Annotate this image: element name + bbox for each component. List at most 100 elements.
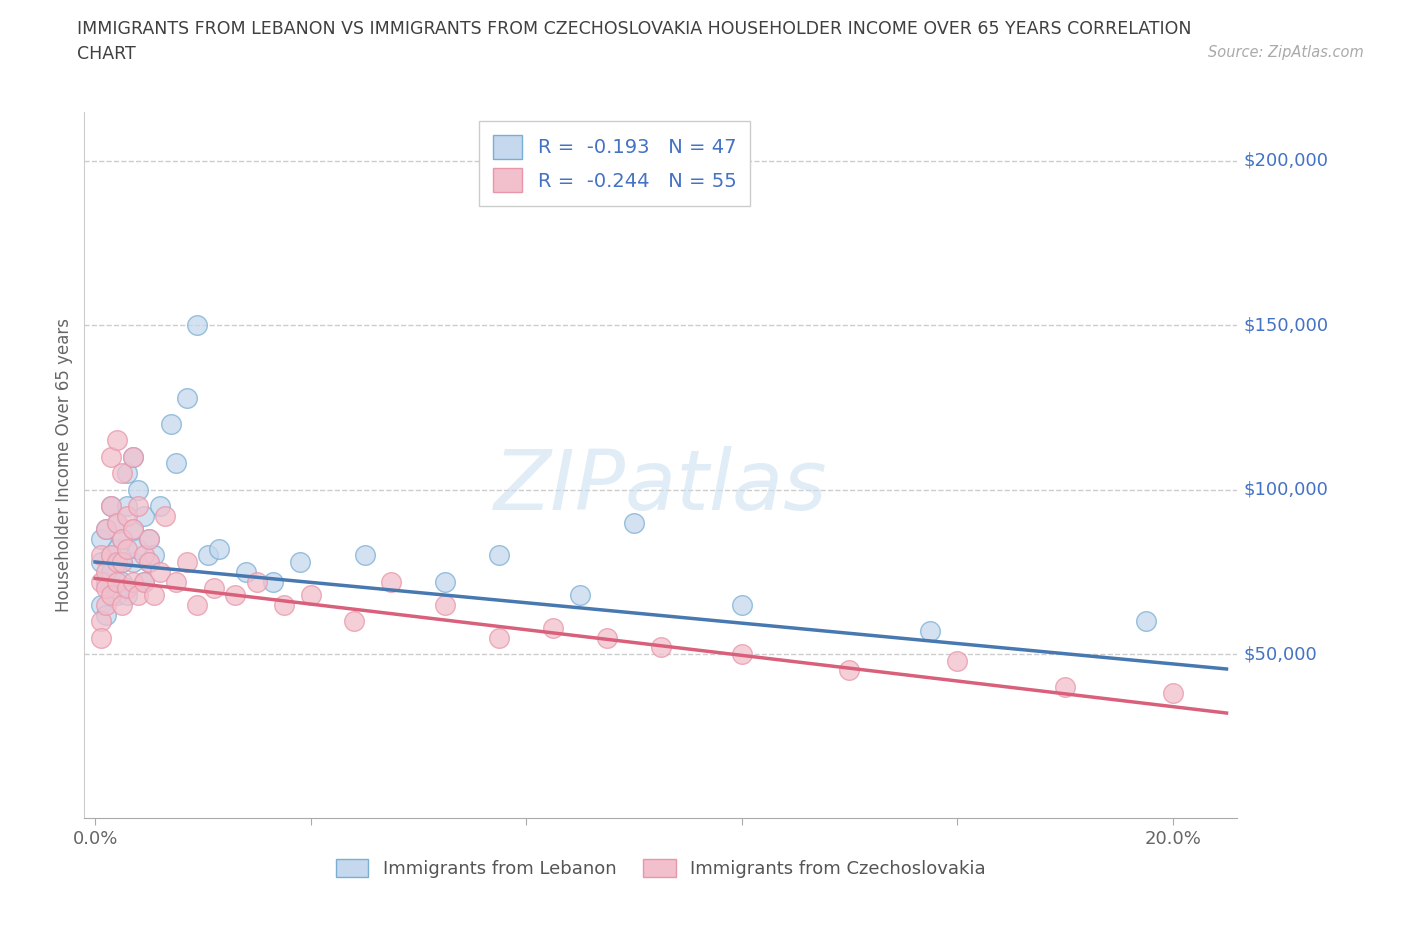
- Point: [100, 588, 122, 603]
- Point: [262, 574, 284, 589]
- Point: [117, 588, 139, 603]
- Point: [165, 456, 187, 471]
- Point: [111, 532, 134, 547]
- Point: [132, 574, 155, 589]
- Point: [105, 515, 128, 530]
- Point: [138, 532, 160, 547]
- Point: [434, 597, 457, 612]
- Point: [94, 607, 117, 622]
- Point: [117, 581, 139, 596]
- Point: [569, 588, 592, 603]
- Point: [623, 515, 645, 530]
- Point: [246, 574, 269, 589]
- Text: IMMIGRANTS FROM LEBANON VS IMMIGRANTS FROM CZECHOSLOVAKIA HOUSEHOLDER INCOME OVE: IMMIGRANTS FROM LEBANON VS IMMIGRANTS FR…: [77, 20, 1192, 38]
- Point: [488, 631, 510, 645]
- Point: [730, 597, 752, 612]
- Point: [1161, 686, 1184, 701]
- Text: ZIPatlas: ZIPatlas: [494, 445, 828, 526]
- Point: [121, 574, 143, 589]
- Point: [132, 509, 155, 524]
- Point: [100, 565, 122, 579]
- Point: [94, 581, 117, 596]
- Point: [94, 574, 117, 589]
- Point: [89, 614, 111, 629]
- Point: [94, 522, 117, 537]
- Text: CHART: CHART: [77, 45, 136, 62]
- Point: [100, 498, 122, 513]
- Text: Source: ZipAtlas.com: Source: ZipAtlas.com: [1208, 45, 1364, 60]
- Point: [89, 554, 111, 569]
- Point: [186, 318, 208, 333]
- Point: [946, 653, 969, 668]
- Point: [94, 522, 117, 537]
- Point: [143, 548, 166, 563]
- Point: [105, 588, 128, 603]
- Point: [343, 614, 366, 629]
- Point: [596, 631, 619, 645]
- Point: [176, 391, 198, 405]
- Point: [89, 548, 111, 563]
- Point: [541, 620, 564, 635]
- Point: [89, 631, 111, 645]
- Point: [186, 597, 208, 612]
- Point: [288, 554, 311, 569]
- Point: [1053, 680, 1076, 695]
- Point: [176, 554, 198, 569]
- Point: [138, 532, 160, 547]
- Point: [299, 588, 322, 603]
- Point: [149, 498, 172, 513]
- Point: [224, 588, 246, 603]
- Point: [94, 565, 117, 579]
- Y-axis label: Householder Income Over 65 years: Householder Income Over 65 years: [55, 318, 73, 612]
- Point: [94, 597, 117, 612]
- Point: [89, 574, 111, 589]
- Point: [100, 498, 122, 513]
- Point: [111, 574, 134, 589]
- Point: [117, 541, 139, 556]
- Point: [121, 449, 143, 464]
- Point: [138, 554, 160, 569]
- Point: [121, 522, 143, 537]
- Point: [111, 554, 134, 569]
- Point: [838, 663, 860, 678]
- Point: [488, 548, 510, 563]
- Point: [127, 483, 149, 498]
- Text: $100,000: $100,000: [1243, 481, 1327, 498]
- Point: [730, 646, 752, 661]
- Point: [89, 597, 111, 612]
- Point: [1135, 614, 1157, 629]
- Point: [117, 466, 139, 481]
- Point: [121, 522, 143, 537]
- Point: [132, 574, 155, 589]
- Point: [100, 548, 122, 563]
- Point: [105, 541, 128, 556]
- Point: [138, 554, 160, 569]
- Point: [434, 574, 457, 589]
- Point: [105, 554, 128, 569]
- Point: [127, 588, 149, 603]
- Point: [208, 541, 231, 556]
- Point: [117, 498, 139, 513]
- Point: [273, 597, 295, 612]
- Point: [105, 515, 128, 530]
- Point: [132, 548, 155, 563]
- Point: [202, 581, 225, 596]
- Point: [111, 597, 134, 612]
- Point: [105, 432, 128, 447]
- Point: [100, 449, 122, 464]
- Point: [153, 509, 176, 524]
- Point: [89, 532, 111, 547]
- Point: [920, 624, 942, 639]
- Point: [197, 548, 219, 563]
- Point: [127, 541, 149, 556]
- Point: [159, 417, 181, 432]
- Text: $200,000: $200,000: [1243, 152, 1329, 170]
- Point: [165, 574, 187, 589]
- Point: [380, 574, 402, 589]
- Point: [100, 581, 122, 596]
- Point: [121, 449, 143, 464]
- Point: [127, 498, 149, 513]
- Point: [100, 548, 122, 563]
- Text: $150,000: $150,000: [1243, 316, 1329, 334]
- Point: [111, 466, 134, 481]
